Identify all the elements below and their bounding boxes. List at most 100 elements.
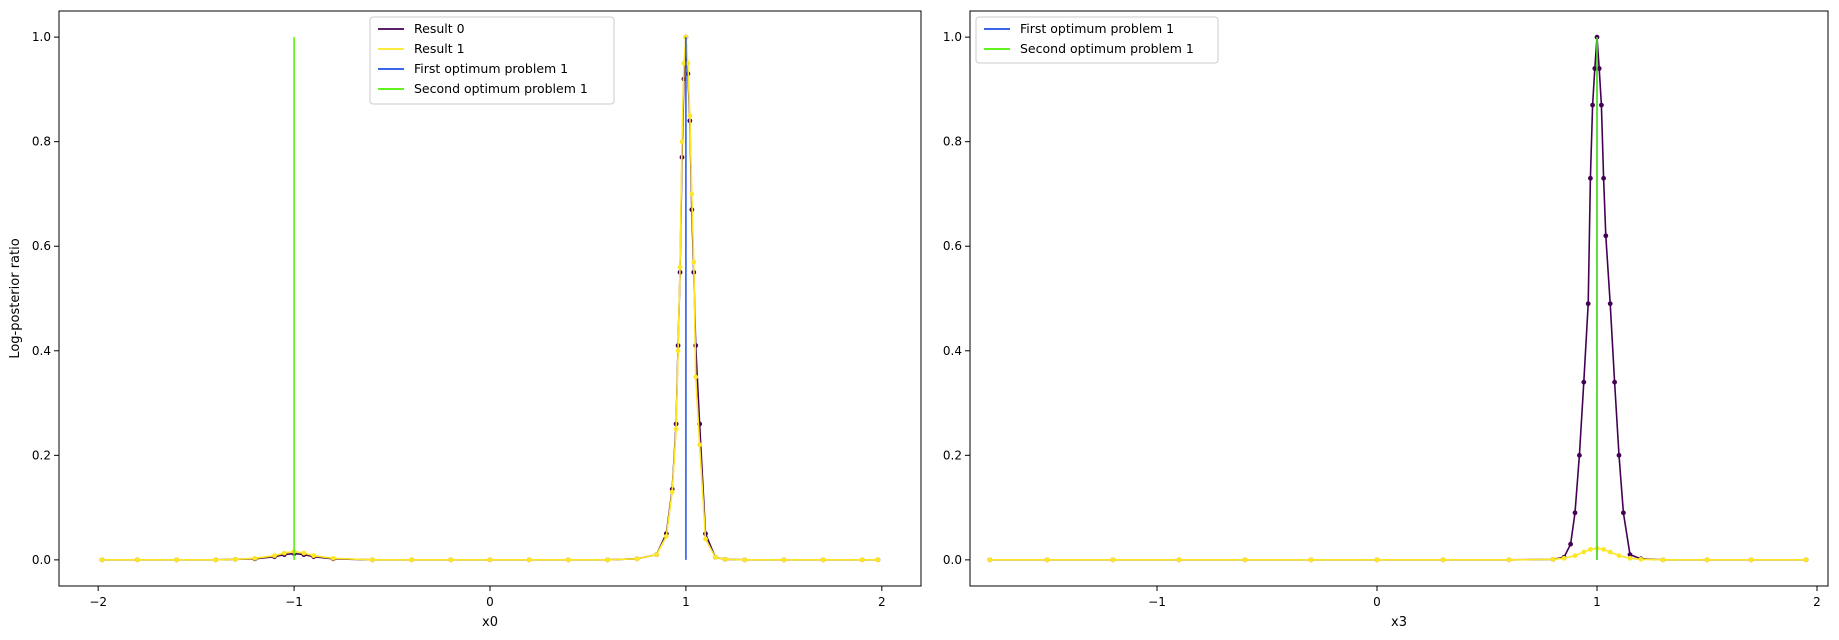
series-1-point bbox=[683, 34, 689, 40]
x-tick-label: −1 bbox=[285, 595, 303, 609]
legend-entry: Second optimum problem 1 bbox=[1020, 41, 1194, 56]
series-1-point bbox=[1550, 556, 1556, 562]
series-1-point bbox=[663, 533, 669, 539]
series-0-point bbox=[1590, 102, 1595, 108]
series-1-point bbox=[681, 60, 687, 66]
series-1-point bbox=[687, 113, 693, 118]
series-1-point bbox=[1044, 557, 1050, 563]
series-1-point bbox=[679, 139, 685, 145]
series-1-point bbox=[677, 264, 683, 270]
x-tick-label: 2 bbox=[1813, 595, 1821, 609]
legend-box bbox=[369, 16, 615, 105]
series-0-point bbox=[1612, 379, 1617, 385]
y-tick-label: 0.0 bbox=[32, 553, 51, 567]
series-1-point bbox=[448, 557, 454, 563]
series-1-point bbox=[1588, 547, 1593, 552]
legend-entry: Second optimum problem 1 bbox=[414, 81, 588, 96]
series-0-point bbox=[1607, 301, 1613, 307]
y-tick-label: 0.2 bbox=[32, 448, 51, 462]
series-1-point bbox=[526, 557, 532, 563]
legend-entry: First optimum problem 1 bbox=[1020, 21, 1174, 36]
series-1-point bbox=[1374, 557, 1380, 563]
x-tick-label: 1 bbox=[1593, 595, 1601, 609]
series-1-point bbox=[820, 557, 826, 563]
series-0-point bbox=[1572, 510, 1578, 516]
y-tick-label: 0.0 bbox=[943, 553, 962, 567]
series-1-point bbox=[1110, 557, 1116, 563]
y-tick-label: 0.2 bbox=[943, 448, 962, 462]
series-1-point bbox=[654, 552, 659, 558]
series-1-point bbox=[311, 553, 317, 559]
series-1-point bbox=[565, 557, 571, 563]
left-chart-panel: −2 −1 0 1 2 0.0 0.2 0.4 0.6 0.8 1.0 x0 Log-posterior… bbox=[8, 10, 922, 630]
x-tick-label: 0 bbox=[486, 595, 494, 609]
x-axis-label: x3 bbox=[1391, 615, 1407, 630]
x-tick-label: 1 bbox=[682, 595, 690, 609]
series-0-point bbox=[1592, 66, 1598, 71]
legend-entry: Result 1 bbox=[414, 41, 465, 56]
series-1-point bbox=[634, 556, 640, 562]
series-1-point bbox=[1176, 557, 1182, 563]
series-0-point bbox=[1603, 233, 1609, 239]
legend: First optimum problem 1 Second optimum pr… bbox=[975, 16, 1219, 64]
series-1-point bbox=[1616, 553, 1622, 559]
series-0-point bbox=[1585, 301, 1591, 307]
series-1-point bbox=[669, 489, 675, 495]
series-1-point bbox=[859, 557, 865, 563]
y-axis-label: Log-posterior ratio bbox=[8, 238, 23, 358]
x-tick-label: 2 bbox=[878, 595, 886, 609]
series-0-point bbox=[1596, 66, 1602, 71]
series-0-point bbox=[1601, 175, 1606, 181]
series-1-point bbox=[697, 442, 703, 448]
series-1-point bbox=[252, 555, 258, 561]
series-1-point bbox=[722, 556, 728, 562]
series-1-point bbox=[1803, 557, 1809, 563]
plot-area-frame bbox=[58, 10, 922, 587]
series-0-point bbox=[1621, 510, 1626, 516]
series-1-point bbox=[370, 557, 375, 563]
series-1-point bbox=[281, 550, 287, 556]
y-tick-label: 0.6 bbox=[943, 239, 962, 253]
series-1-point bbox=[174, 557, 179, 563]
x-tick-label: −2 bbox=[89, 595, 107, 609]
y-tick-label: 0.4 bbox=[32, 344, 51, 358]
series-1-point bbox=[1704, 557, 1710, 563]
series-1-point bbox=[330, 555, 336, 561]
series-1-point bbox=[232, 556, 238, 562]
series-1-point bbox=[1638, 556, 1644, 562]
series-1-point bbox=[742, 557, 748, 563]
series-0-point bbox=[1577, 452, 1582, 458]
series-1-point bbox=[1601, 547, 1606, 552]
series-1-point bbox=[1572, 553, 1578, 559]
series-1-point bbox=[1440, 557, 1446, 563]
legend: Result 0 Result 1 First optimum problem 1 S… bbox=[369, 16, 615, 105]
series-1-point bbox=[1308, 557, 1314, 563]
series-1-point bbox=[134, 557, 140, 563]
y-tick-label: 0.4 bbox=[943, 344, 962, 358]
series-1-point bbox=[685, 60, 691, 66]
series-1-point bbox=[487, 557, 493, 563]
series-0-point bbox=[1568, 541, 1573, 547]
series-1-point bbox=[409, 557, 415, 563]
series-1-point bbox=[1242, 557, 1248, 563]
series-1-point bbox=[1660, 557, 1666, 563]
series-1-point bbox=[301, 550, 307, 556]
x-axis-label: x0 bbox=[482, 615, 498, 630]
series-0-point bbox=[1588, 175, 1593, 181]
y-tick-label: 1.0 bbox=[32, 30, 51, 44]
y-tick-label: 0.8 bbox=[943, 135, 962, 149]
series-line-1 bbox=[989, 547, 1806, 561]
series-1-point bbox=[1627, 555, 1633, 561]
series-1-point bbox=[605, 557, 610, 563]
plot-area-frame bbox=[969, 10, 1829, 587]
series-1-point bbox=[673, 426, 679, 432]
y-tick-label: 1.0 bbox=[943, 30, 962, 44]
series-1-point bbox=[712, 554, 718, 560]
series-1-point bbox=[693, 374, 699, 380]
series-1-point bbox=[691, 259, 697, 265]
y-tick-label: 0.6 bbox=[32, 239, 51, 253]
series-1-point bbox=[1748, 557, 1754, 563]
series-0-point bbox=[1599, 102, 1604, 108]
legend-box bbox=[975, 16, 1219, 64]
